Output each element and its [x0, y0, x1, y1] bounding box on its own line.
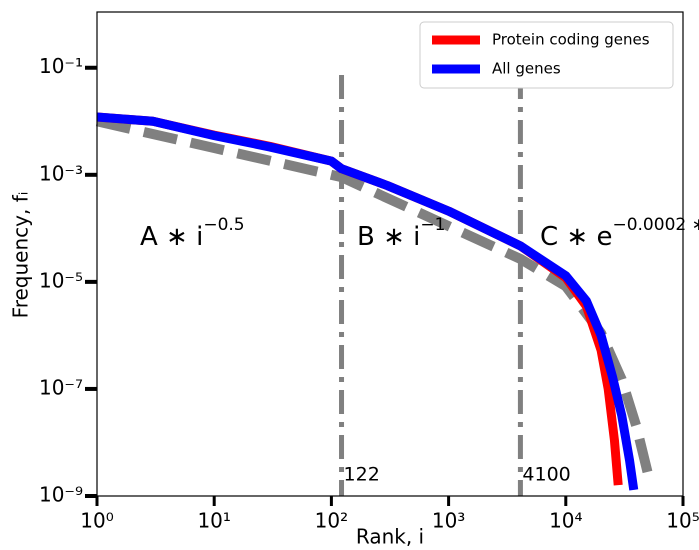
annotation-exponent: −0.0002 ∗ i — [612, 215, 699, 235]
y-tick-label: 10⁻¹ — [39, 54, 83, 78]
x-axis-label: Rank, i — [356, 525, 424, 549]
legend-box — [419, 21, 674, 89]
fit-line — [95, 116, 653, 475]
y-axis-label: Frequency, fᵢ — [9, 192, 33, 319]
legend-label: Protein coding genes — [492, 31, 650, 49]
annotation: C ∗ e−0.0002 ∗ i — [540, 215, 699, 252]
axes-frame — [96, 11, 684, 497]
annotation-exponent: −0.5 — [203, 215, 244, 235]
annotation-text: A ∗ i — [140, 222, 203, 252]
y-tick-label: 10⁻⁹ — [39, 483, 83, 507]
annotation-text: B ∗ i — [357, 222, 420, 252]
x-tick-label: 10² — [315, 509, 348, 533]
annotation: A ∗ i−0.5 — [140, 215, 245, 252]
annotation: B ∗ i−1 — [357, 215, 445, 252]
plot-area — [97, 12, 683, 496]
x-tick-label: 10⁴ — [549, 509, 582, 533]
annotation-text: C ∗ e — [540, 222, 612, 252]
series-line — [96, 112, 639, 491]
y-tick-label: 10⁻³ — [39, 161, 83, 185]
annotation-exponent: −1 — [420, 215, 445, 235]
reference-label: 122 — [344, 464, 380, 486]
y-tick-label: 10⁻⁷ — [39, 375, 83, 399]
x-tick-label: 10⁰ — [80, 509, 113, 533]
y-tick-label: 10⁻⁵ — [39, 268, 83, 292]
x-tick-label: 10³ — [432, 509, 465, 533]
reference-label: 4100 — [522, 464, 570, 486]
x-tick-label: 10¹ — [197, 509, 230, 533]
legend-label: All genes — [492, 60, 561, 78]
x-tick-label: 10⁵ — [666, 509, 699, 533]
